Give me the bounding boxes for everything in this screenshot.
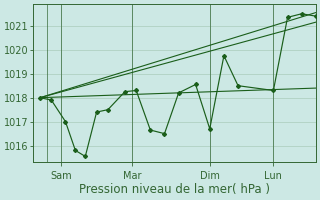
X-axis label: Pression niveau de la mer( hPa ): Pression niveau de la mer( hPa ) — [79, 183, 270, 196]
